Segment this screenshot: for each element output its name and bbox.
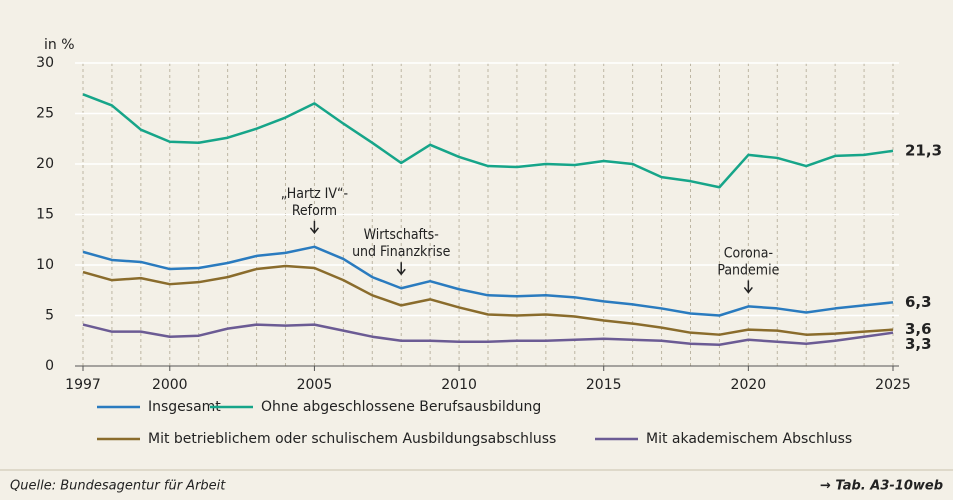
- annotation: Pandemie: [717, 262, 779, 278]
- legend-label: Mit betrieblichem oder schulischem Ausbi…: [148, 431, 556, 447]
- legend-label: Ohne abgeschlossene Berufsausbildung: [261, 399, 541, 415]
- x-tick-label: 1997: [65, 377, 101, 393]
- end-label: 3,3: [905, 335, 932, 353]
- annotation-arrowhead: [396, 268, 406, 276]
- y-axis-label: in %: [44, 37, 75, 53]
- annotation-arrowhead: [743, 286, 753, 294]
- legend-label: Insgesamt: [148, 399, 221, 415]
- legend-label: Mit akademischem Abschluss: [646, 431, 852, 447]
- y-tick-label: 15: [36, 207, 54, 223]
- series-line: [82, 323, 894, 347]
- series-line: [82, 93, 894, 189]
- x-tick-label: 2000: [152, 377, 188, 393]
- x-tick-label: 2015: [586, 377, 622, 393]
- y-tick-label: 10: [36, 257, 54, 273]
- x-tick-label: 2005: [297, 377, 333, 393]
- end-label: 21,3: [905, 141, 942, 159]
- y-tick-label: 0: [45, 358, 54, 374]
- annotation: Wirtschafts-: [364, 227, 439, 243]
- annotation: Corona-: [724, 245, 773, 261]
- series-line: [82, 264, 894, 336]
- y-tick-label: 5: [45, 308, 54, 324]
- annotation: und Finanzkrise: [352, 244, 451, 260]
- x-tick-label: 2025: [875, 377, 911, 393]
- annotation-arrowhead: [309, 227, 320, 235]
- annotation: Reform: [292, 203, 337, 219]
- y-tick-label: 30: [36, 55, 54, 71]
- reference: → Tab. A3-10web: [820, 479, 943, 494]
- series-line: [82, 245, 894, 317]
- annotation: „Hartz IV“-: [281, 186, 348, 202]
- end-label: 3,6: [905, 320, 932, 338]
- source: Quelle: Bundesagentur für Arbeit: [10, 479, 226, 494]
- y-tick-label: 20: [36, 156, 54, 172]
- x-tick-label: 2020: [731, 377, 767, 393]
- y-tick-label: 25: [36, 106, 54, 122]
- end-label: 6,3: [905, 293, 932, 311]
- x-tick-label: 2010: [441, 377, 477, 393]
